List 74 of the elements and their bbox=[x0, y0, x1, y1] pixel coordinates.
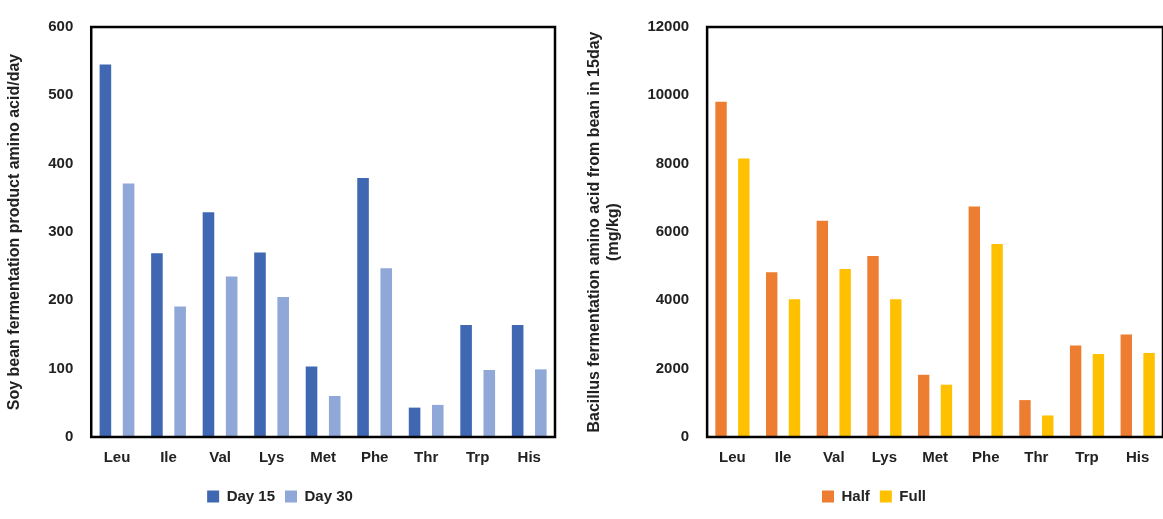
bar bbox=[174, 306, 186, 437]
bar bbox=[1019, 400, 1031, 437]
bar bbox=[535, 369, 547, 437]
y-tick-label: 6000 bbox=[655, 222, 690, 240]
legend-label: Full bbox=[899, 486, 927, 504]
legend-label: Half bbox=[841, 486, 871, 504]
bar bbox=[1069, 345, 1082, 437]
x-tick-label: Phe bbox=[971, 448, 1000, 466]
bar bbox=[788, 299, 801, 437]
bar bbox=[816, 220, 829, 437]
bar bbox=[917, 374, 930, 437]
x-tick-label: Ile bbox=[160, 448, 177, 466]
y-tick-label: 2000 bbox=[655, 358, 690, 376]
x-tick-label: Lys bbox=[871, 448, 898, 466]
y-tick-label: 12000 bbox=[647, 17, 690, 35]
y-tick-label: 500 bbox=[48, 85, 74, 103]
bar bbox=[1120, 334, 1132, 437]
bar bbox=[151, 253, 163, 437]
bar bbox=[890, 299, 902, 437]
x-tick-label: Val bbox=[209, 448, 231, 466]
bar bbox=[1042, 415, 1054, 437]
x-tick-label: Leu bbox=[719, 448, 746, 466]
bar bbox=[202, 212, 215, 437]
x-tick-label: Leu bbox=[103, 448, 131, 466]
x-tick-label: Trp bbox=[466, 448, 490, 466]
bar bbox=[380, 268, 393, 437]
bar bbox=[408, 407, 421, 437]
bar bbox=[766, 272, 778, 437]
bar bbox=[483, 370, 496, 437]
x-tick-label: Trp bbox=[1075, 448, 1099, 466]
bar bbox=[839, 268, 851, 437]
x-tick-label: Lys bbox=[258, 448, 285, 466]
legend-label: Day 15 bbox=[226, 486, 276, 504]
y-tick-label: 0 bbox=[680, 427, 690, 445]
y-tick-label: 0 bbox=[64, 427, 74, 445]
bar bbox=[254, 252, 266, 437]
y-tick-label: 300 bbox=[48, 222, 74, 240]
y-tick-label: 400 bbox=[48, 153, 74, 171]
x-tick-label: Thr bbox=[1024, 448, 1049, 466]
x-tick-label: His bbox=[1126, 448, 1150, 466]
y-tick-label: 200 bbox=[48, 290, 74, 308]
x-tick-label: Thr bbox=[414, 448, 439, 466]
bar bbox=[277, 296, 289, 437]
y-axis-title: Bacillus fermentation amino acid from bean in 15day (mg/kg) bbox=[585, 31, 622, 433]
x-tick-label: His bbox=[517, 448, 541, 466]
legend-label: Day 30 bbox=[304, 486, 353, 504]
y-tick-label: 100 bbox=[48, 358, 74, 376]
x-tick-label: Val bbox=[822, 448, 845, 466]
bar bbox=[99, 64, 112, 437]
bar bbox=[940, 384, 953, 437]
bar bbox=[715, 101, 727, 437]
bar bbox=[511, 324, 524, 437]
bar bbox=[968, 206, 981, 437]
y-tick-label: 10000 bbox=[647, 85, 690, 103]
x-tick-label: Ile bbox=[774, 448, 792, 466]
bar bbox=[431, 404, 444, 437]
bar bbox=[738, 158, 750, 437]
bar bbox=[991, 243, 1003, 437]
y-tick-label: 600 bbox=[48, 17, 74, 35]
bar bbox=[328, 396, 341, 437]
x-tick-label: Phe bbox=[360, 448, 389, 466]
bar bbox=[867, 255, 879, 437]
y-tick-label: 8000 bbox=[655, 153, 690, 171]
bar bbox=[357, 178, 369, 437]
x-tick-label: Met bbox=[922, 448, 948, 466]
x-tick-label: Met bbox=[310, 448, 337, 466]
bar bbox=[1143, 352, 1155, 437]
y-tick-label: 4000 bbox=[655, 290, 690, 308]
bar bbox=[225, 276, 238, 437]
y-axis-title: Soy bean fermentation product amino acid/day bbox=[5, 53, 23, 411]
bar bbox=[460, 324, 472, 437]
bar bbox=[122, 183, 135, 437]
bar bbox=[305, 366, 318, 437]
bar bbox=[1092, 353, 1105, 437]
